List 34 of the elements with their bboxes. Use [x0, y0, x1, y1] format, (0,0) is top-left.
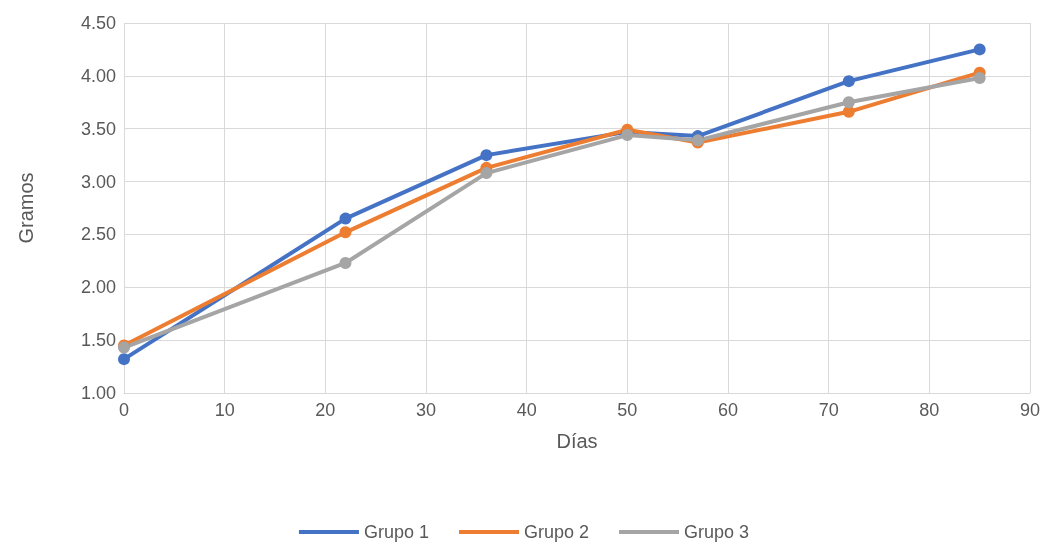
point [973, 71, 986, 84]
y-tick-label: 1.50 [80, 330, 116, 351]
point [842, 96, 855, 109]
y-tick-label: 1.00 [80, 383, 116, 403]
y-axis-title: Gramos [15, 172, 37, 244]
x-tick-label: 90 [1019, 400, 1041, 420]
x-axis-title: Días [556, 430, 598, 452]
legend-label: Grupo 2 [523, 522, 590, 542]
point [480, 149, 493, 162]
point [339, 226, 352, 239]
point [842, 75, 855, 88]
y-tick-label: 3.50 [80, 118, 116, 139]
x-tick-label: 70 [818, 400, 839, 420]
x-tick-label: 50 [617, 400, 638, 420]
x-tick-label: 20 [315, 400, 336, 420]
point [621, 129, 634, 142]
legend-label: Grupo 1 [363, 522, 429, 542]
x-tick-label: 80 [919, 400, 940, 420]
point [339, 256, 352, 269]
x-tick-label: 0 [118, 400, 130, 420]
x-tick-label: 60 [717, 400, 739, 420]
y-tick-label: 3.00 [80, 171, 116, 192]
legend-label: Grupo 3 [684, 522, 750, 542]
y-tick-label: 4.00 [80, 65, 116, 86]
point [118, 353, 130, 366]
y-tick-label: 4.50 [80, 13, 116, 33]
x-tick-label: 40 [516, 400, 537, 420]
x-tick-label: 30 [415, 400, 437, 420]
x-tick-label: 10 [214, 400, 235, 420]
y-tick-label: 2.00 [80, 277, 116, 298]
point [973, 43, 986, 56]
point [339, 212, 352, 225]
point [480, 167, 493, 180]
y-tick-label: 2.50 [80, 224, 116, 245]
